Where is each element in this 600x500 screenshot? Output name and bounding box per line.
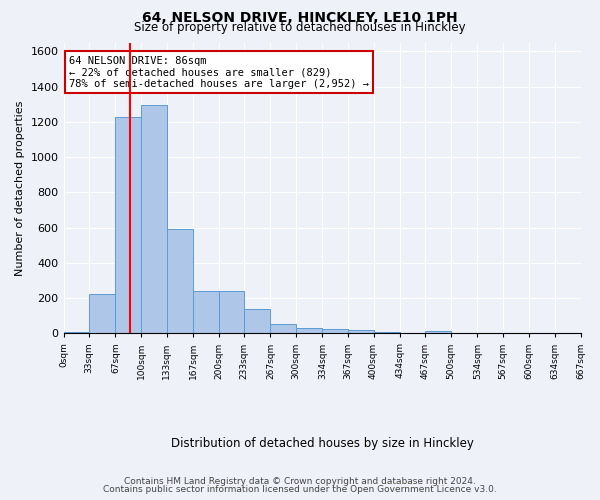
Bar	[193, 291, 218, 334]
Bar	[348, 330, 374, 334]
Bar	[244, 308, 271, 334]
Bar	[271, 324, 296, 334]
X-axis label: Distribution of detached houses by size in Hinckley: Distribution of detached houses by size …	[170, 437, 473, 450]
Text: Size of property relative to detached houses in Hinckley: Size of property relative to detached ho…	[134, 22, 466, 35]
Bar	[425, 330, 451, 334]
Text: 64, NELSON DRIVE, HINCKLEY, LE10 1PH: 64, NELSON DRIVE, HINCKLEY, LE10 1PH	[142, 12, 458, 26]
Bar	[374, 332, 400, 334]
Bar	[218, 291, 244, 334]
Bar	[322, 330, 348, 334]
Text: 64 NELSON DRIVE: 86sqm
← 22% of detached houses are smaller (829)
78% of semi-de: 64 NELSON DRIVE: 86sqm ← 22% of detached…	[69, 56, 369, 89]
Bar	[141, 105, 167, 334]
Bar	[115, 118, 141, 334]
Bar	[296, 328, 322, 334]
Bar	[89, 294, 115, 334]
Y-axis label: Number of detached properties: Number of detached properties	[15, 100, 25, 276]
Text: Contains HM Land Registry data © Crown copyright and database right 2024.: Contains HM Land Registry data © Crown c…	[124, 477, 476, 486]
Bar	[64, 332, 89, 334]
Bar	[167, 230, 193, 334]
Text: Contains public sector information licensed under the Open Government Licence v3: Contains public sector information licen…	[103, 485, 497, 494]
